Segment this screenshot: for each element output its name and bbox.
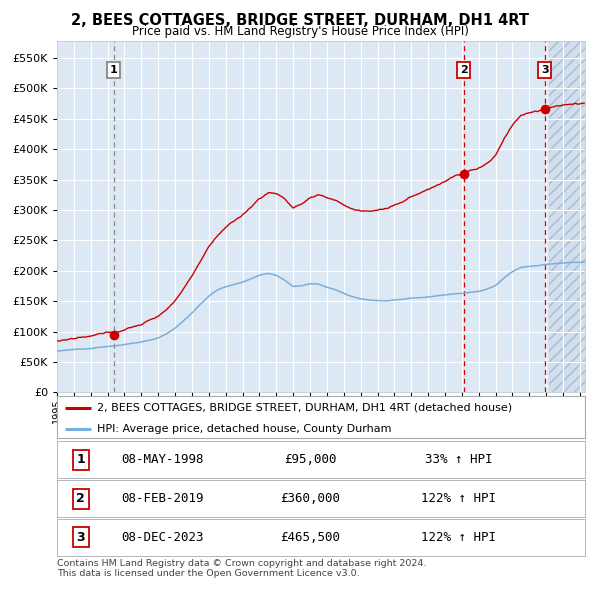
Text: 08-MAY-1998: 08-MAY-1998 <box>121 453 204 466</box>
Text: 2: 2 <box>460 65 467 75</box>
Text: 33% ↑ HPI: 33% ↑ HPI <box>425 453 492 466</box>
Bar <box>549 41 589 392</box>
Text: 08-DEC-2023: 08-DEC-2023 <box>121 531 204 544</box>
Text: 1: 1 <box>76 453 85 466</box>
Text: 2: 2 <box>76 492 85 505</box>
Text: £95,000: £95,000 <box>284 453 337 466</box>
Text: 3: 3 <box>76 531 85 544</box>
Text: 3: 3 <box>541 65 548 75</box>
Text: 2, BEES COTTAGES, BRIDGE STREET, DURHAM, DH1 4RT (detached house): 2, BEES COTTAGES, BRIDGE STREET, DURHAM,… <box>97 402 512 412</box>
Text: HPI: Average price, detached house, County Durham: HPI: Average price, detached house, Coun… <box>97 424 391 434</box>
Text: £465,500: £465,500 <box>280 531 340 544</box>
Text: 122% ↑ HPI: 122% ↑ HPI <box>421 531 496 544</box>
Text: Contains HM Land Registry data © Crown copyright and database right 2024.
This d: Contains HM Land Registry data © Crown c… <box>57 559 427 578</box>
Text: 1: 1 <box>110 65 118 75</box>
Text: £360,000: £360,000 <box>280 492 340 505</box>
Bar <box>549 41 589 392</box>
Text: Price paid vs. HM Land Registry's House Price Index (HPI): Price paid vs. HM Land Registry's House … <box>131 25 469 38</box>
Text: 2, BEES COTTAGES, BRIDGE STREET, DURHAM, DH1 4RT: 2, BEES COTTAGES, BRIDGE STREET, DURHAM,… <box>71 13 529 28</box>
Text: 122% ↑ HPI: 122% ↑ HPI <box>421 492 496 505</box>
Text: 08-FEB-2019: 08-FEB-2019 <box>121 492 204 505</box>
